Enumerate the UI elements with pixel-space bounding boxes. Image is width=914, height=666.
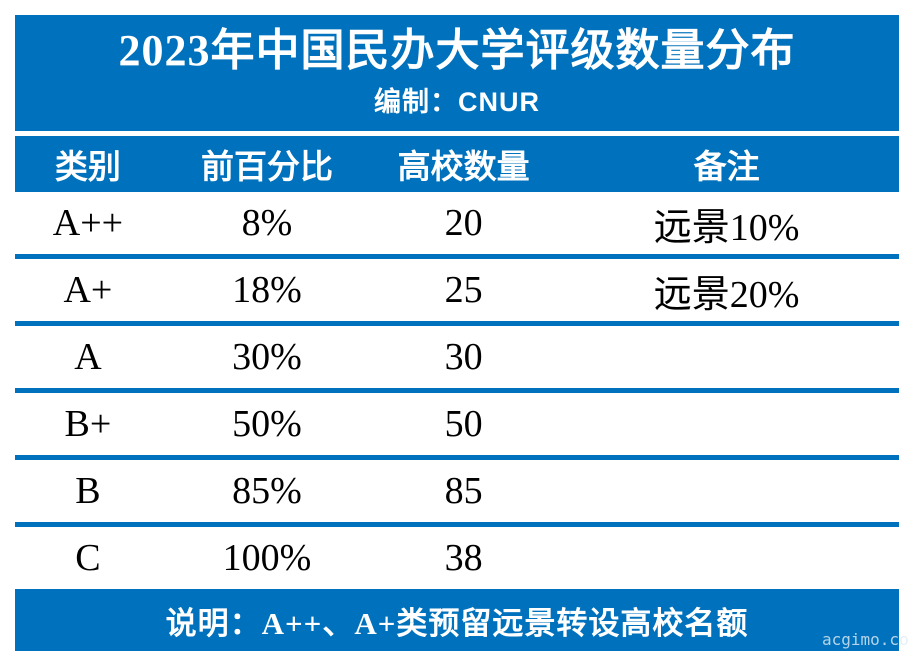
column-header-notes: 备注	[693, 150, 760, 186]
table-row: B+ 50% 50	[15, 393, 899, 460]
page-title: 2023年中国民办大学评级数量分布	[118, 25, 796, 75]
table-row: A+ 18% 25 远景20%	[15, 259, 899, 326]
cell-top-percentage: 18%	[232, 269, 302, 311]
table-row: C 100% 38	[15, 527, 899, 589]
cell-top-percentage: 30%	[232, 336, 302, 378]
column-header-university-count: 高校数量	[397, 150, 530, 186]
cell-university-count: 85	[444, 470, 483, 512]
cell-category: B	[75, 470, 101, 512]
cell-top-percentage: 8%	[241, 202, 293, 244]
cell-top-percentage: 50%	[232, 403, 302, 445]
page-subtitle: 编制：CNUR	[374, 87, 540, 118]
title-banner: 2023年中国民办大学评级数量分布 编制：CNUR	[15, 15, 899, 131]
cell-category: C	[75, 537, 101, 579]
footer-note-banner: 说明：A++、A+类预留远景转设高校名额	[15, 589, 899, 651]
table-body: A++ 8% 20 远景10% A+ 18% 25 远景20% A 30% 30…	[15, 192, 899, 589]
cell-note: 远景10%	[653, 206, 800, 249]
cell-category: A++	[52, 202, 124, 244]
cell-top-percentage: 100%	[222, 537, 312, 579]
column-header-top-percentage: 前百分比	[200, 150, 333, 186]
cell-university-count: 20	[444, 202, 483, 244]
table-row: B 85% 85	[15, 460, 899, 527]
cell-university-count: 30	[444, 336, 483, 378]
table-header-row: 类别 前百分比 高校数量 备注	[15, 136, 899, 192]
table-row: A 30% 30	[15, 326, 899, 393]
watermark: acgimo.co	[822, 630, 909, 649]
cell-university-count: 25	[444, 269, 483, 311]
table-row: A++ 8% 20 远景10%	[15, 192, 899, 259]
cell-university-count: 38	[444, 537, 483, 579]
cell-note: 远景20%	[653, 273, 800, 316]
cell-university-count: 50	[444, 403, 483, 445]
cell-category: A+	[63, 269, 113, 311]
cell-category: A	[74, 336, 102, 378]
footer-note: 说明：A++、A+类预留远景转设高校名额	[165, 605, 749, 641]
column-header-category: 类别	[54, 150, 121, 186]
cell-top-percentage: 85%	[232, 470, 302, 512]
cell-category: B+	[64, 403, 112, 445]
